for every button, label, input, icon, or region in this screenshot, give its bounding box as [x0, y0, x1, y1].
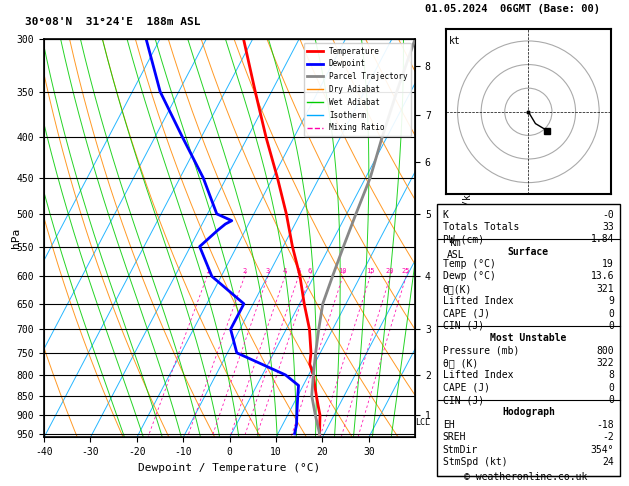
Text: 0: 0	[608, 309, 614, 318]
Text: CAPE (J): CAPE (J)	[443, 383, 489, 393]
Legend: Temperature, Dewpoint, Parcel Trajectory, Dry Adiabat, Wet Adiabat, Isotherm, Mi: Temperature, Dewpoint, Parcel Trajectory…	[304, 43, 411, 136]
Text: Mixing Ratio (g/kg): Mixing Ratio (g/kg)	[464, 182, 474, 294]
Text: 01.05.2024  06GMT (Base: 00): 01.05.2024 06GMT (Base: 00)	[425, 4, 599, 14]
Text: kt: kt	[449, 36, 461, 46]
Text: LCL: LCL	[415, 418, 430, 427]
Text: 19: 19	[603, 259, 614, 269]
Text: PW (cm): PW (cm)	[443, 234, 484, 244]
Text: 15: 15	[366, 268, 374, 275]
Text: 321: 321	[596, 284, 614, 294]
X-axis label: Dewpoint / Temperature (°C): Dewpoint / Temperature (°C)	[138, 463, 321, 473]
Text: 1: 1	[205, 268, 209, 275]
Text: 0: 0	[608, 321, 614, 331]
Text: 2: 2	[242, 268, 247, 275]
Text: 13.6: 13.6	[591, 271, 614, 281]
Text: 1.84: 1.84	[591, 234, 614, 244]
Text: K: K	[443, 209, 448, 220]
Text: -2: -2	[603, 432, 614, 442]
Text: 20: 20	[386, 268, 394, 275]
Text: 800: 800	[596, 346, 614, 356]
Text: 3: 3	[265, 268, 270, 275]
Text: 322: 322	[596, 358, 614, 368]
Text: hPa: hPa	[11, 228, 21, 248]
Text: SREH: SREH	[443, 432, 466, 442]
Text: 9: 9	[608, 296, 614, 306]
Text: 354°: 354°	[591, 445, 614, 454]
Text: 25: 25	[402, 268, 410, 275]
Text: 24: 24	[603, 457, 614, 467]
Text: CIN (J): CIN (J)	[443, 395, 484, 405]
Text: 10: 10	[338, 268, 347, 275]
Text: Surface: Surface	[508, 247, 549, 257]
Text: Most Unstable: Most Unstable	[490, 333, 567, 343]
Text: Totals Totals: Totals Totals	[443, 222, 519, 232]
Text: StmSpd (kt): StmSpd (kt)	[443, 457, 507, 467]
Text: Pressure (mb): Pressure (mb)	[443, 346, 519, 356]
Text: CAPE (J): CAPE (J)	[443, 309, 489, 318]
Text: Hodograph: Hodograph	[502, 407, 555, 417]
Text: 30°08'N  31°24'E  188m ASL: 30°08'N 31°24'E 188m ASL	[25, 17, 201, 27]
Text: CIN (J): CIN (J)	[443, 321, 484, 331]
Text: -0: -0	[603, 209, 614, 220]
Text: 33: 33	[603, 222, 614, 232]
Text: 6: 6	[308, 268, 312, 275]
Text: Temp (°C): Temp (°C)	[443, 259, 496, 269]
Text: 5: 5	[296, 268, 301, 275]
Text: Lifted Index: Lifted Index	[443, 370, 513, 381]
Text: EH: EH	[443, 420, 454, 430]
Text: 8: 8	[608, 370, 614, 381]
Text: Lifted Index: Lifted Index	[443, 296, 513, 306]
Text: -18: -18	[596, 420, 614, 430]
Text: 0: 0	[608, 383, 614, 393]
Y-axis label: km
ASL: km ASL	[447, 238, 465, 260]
FancyBboxPatch shape	[437, 204, 620, 476]
Text: StmDir: StmDir	[443, 445, 478, 454]
Text: θᴅ(K): θᴅ(K)	[443, 284, 472, 294]
Text: Dewp (°C): Dewp (°C)	[443, 271, 496, 281]
Text: © weatheronline.co.uk: © weatheronline.co.uk	[464, 472, 587, 482]
Text: 0: 0	[608, 395, 614, 405]
Text: 4: 4	[283, 268, 287, 275]
Text: θᴅ (K): θᴅ (K)	[443, 358, 478, 368]
